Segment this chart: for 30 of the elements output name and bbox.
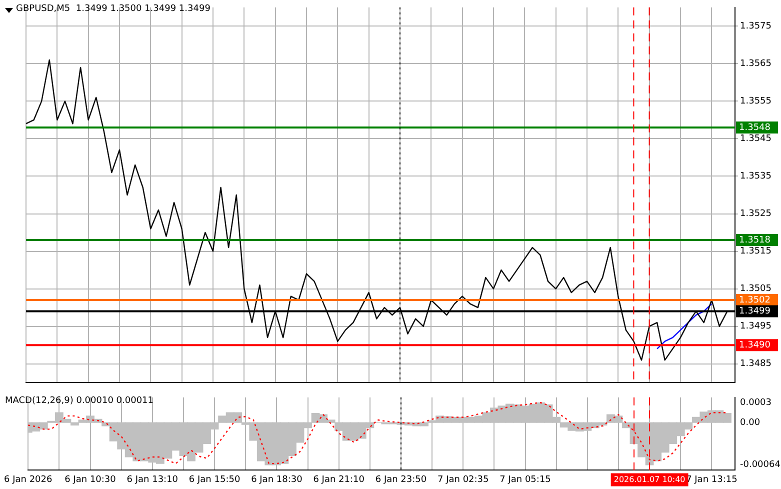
chart-title: GBPUSD,M5 1.3499 1.3500 1.3499 1.3499 — [16, 4, 210, 14]
x-tick-label: 6 Jan 23:50 — [375, 474, 427, 485]
ref-line-label: 1.3490 — [739, 340, 771, 350]
x-tick-label: 6 Jan 21:10 — [313, 474, 365, 485]
y-tick-label: 1.3485 — [740, 359, 772, 370]
y-tick-label: 1.3535 — [740, 172, 772, 182]
y-tick-label: 0.00 — [740, 418, 760, 428]
text: 2026.01.07 10:40 — [614, 474, 686, 484]
y-tick-label: 1.3525 — [740, 209, 772, 220]
x-tick-label: 7 Jan 02:35 — [437, 474, 489, 485]
x-tick-label: 6 Jan 2026 — [4, 474, 52, 485]
y-tick-label: 1.3495 — [740, 322, 772, 332]
ref-line-label: 1.3499 — [739, 306, 771, 317]
y-tick-label: 0.0003 — [740, 398, 772, 408]
x-tick-label: 6 Jan 10:30 — [64, 474, 116, 485]
x-tick-label: 6 Jan 15:50 — [188, 474, 240, 485]
y-tick-label: 1.3505 — [740, 284, 772, 294]
x-tick-label: 6 Jan 18:30 — [251, 474, 303, 485]
y-tick-label: 1.3575 — [740, 22, 772, 32]
y-tick-label: 1.3545 — [740, 134, 772, 144]
y-tick-label: -0.00064 — [740, 460, 781, 470]
ref-line-label: 1.3502 — [739, 295, 770, 306]
y-tick-label: 1.3565 — [740, 59, 772, 70]
x-tick-label: 6 Jan 13:10 — [126, 474, 178, 485]
y-tick-label: 1.3555 — [740, 96, 772, 107]
x-tick-label: 7 Jan 05:15 — [500, 474, 551, 485]
ref-line-label: 1.3548 — [739, 122, 771, 133]
ref-line-label: 1.3518 — [739, 235, 771, 246]
chart-title: MACD(12,26,9) 0.00010 0.00011 — [5, 396, 154, 406]
y-tick-label: 1.3515 — [740, 246, 772, 257]
